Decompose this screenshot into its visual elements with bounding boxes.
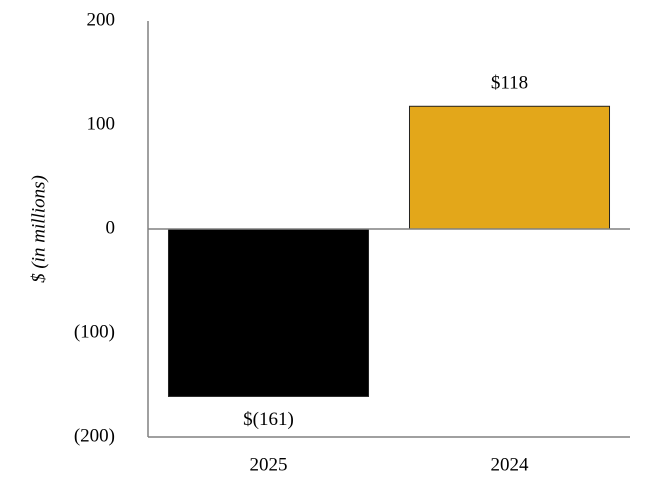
y-tick-label: (200) [74, 425, 115, 446]
y-tick-label: (100) [74, 321, 115, 342]
y-axis-label: $ (in millions) [28, 175, 49, 283]
y-tick-label: 200 [87, 9, 116, 30]
x-tick-label: 2025 [250, 454, 288, 475]
value-label: $118 [491, 73, 528, 94]
bar [167, 228, 370, 397]
x-tick-label: 2024 [491, 454, 530, 475]
value-label: $(161) [243, 409, 294, 430]
y-tick-label: 100 [87, 113, 116, 134]
bar [408, 105, 611, 230]
y-tick-label: 0 [106, 217, 116, 238]
